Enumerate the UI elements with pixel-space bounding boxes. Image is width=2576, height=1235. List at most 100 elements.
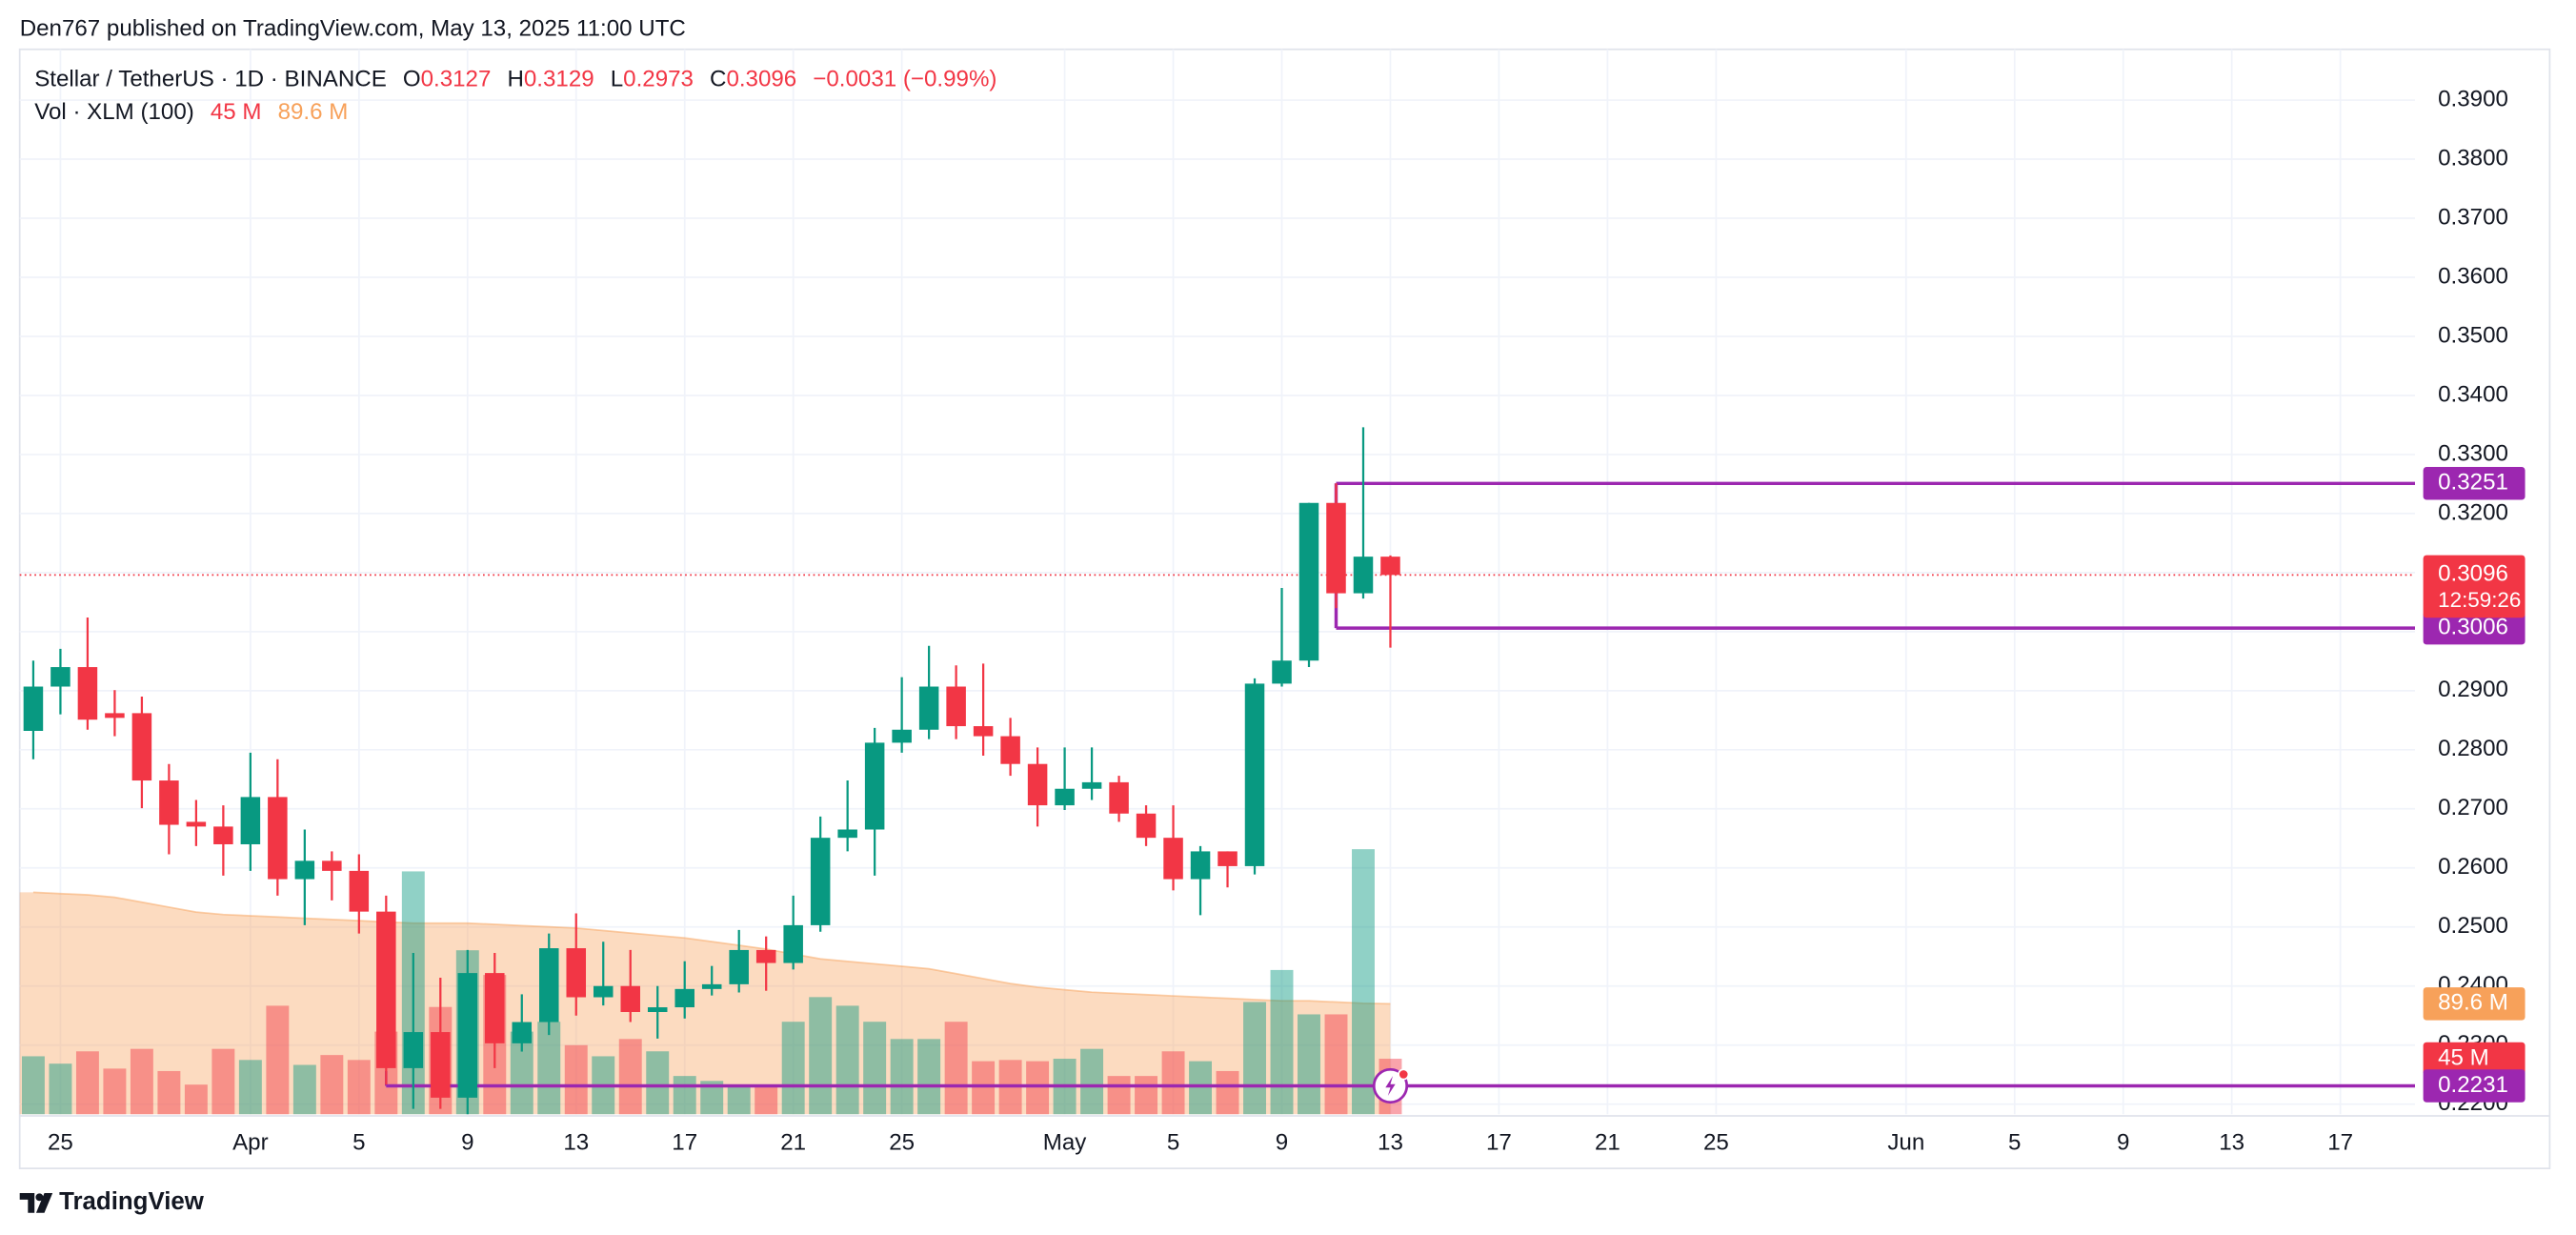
- x-tick-label: 13: [1378, 1130, 1403, 1156]
- badge-label: 45 M: [2438, 1044, 2489, 1070]
- legend-value: 0.3129: [524, 67, 594, 92]
- x-tick-label: 25: [1703, 1130, 1729, 1156]
- candle-body: [1000, 736, 1020, 764]
- candle-body: [1055, 788, 1075, 806]
- price-badge: [2423, 1042, 2526, 1076]
- candle-body: [403, 1032, 424, 1068]
- volume-bar: [1243, 1002, 1266, 1115]
- candle-body: [1380, 557, 1400, 576]
- candle-body: [485, 973, 505, 1043]
- candle-body: [1081, 781, 1102, 789]
- volume-bar: [727, 1084, 751, 1115]
- volume-bar: [292, 1064, 316, 1115]
- x-tick-label: 17: [672, 1130, 697, 1156]
- x-tick-label: 5: [352, 1130, 365, 1156]
- x-tick-label: 9: [461, 1130, 473, 1156]
- x-tick-label: 17: [2327, 1130, 2353, 1156]
- y-tick-label: 0.3400: [2438, 381, 2508, 407]
- badge-label: 0.3006: [2438, 615, 2508, 640]
- price-badge: [2423, 611, 2526, 645]
- volume-bar: [972, 1061, 996, 1115]
- alert-dot: [1398, 1068, 1410, 1081]
- candle-body: [701, 983, 722, 989]
- volume-bar: [1324, 1014, 1348, 1115]
- symbol: Stellar / TetherUS · 1D · BINANCE: [34, 67, 387, 92]
- candle-body: [1027, 763, 1048, 806]
- candle-body: [864, 742, 885, 830]
- candle-body: [1163, 838, 1183, 880]
- y-tick-label: 0.3600: [2438, 263, 2508, 289]
- candle-body: [1218, 851, 1238, 866]
- price-badge: [2423, 987, 2526, 1021]
- x-tick-label: 21: [780, 1130, 806, 1156]
- candle-body: [539, 948, 559, 1022]
- volume-bar: [537, 1022, 561, 1115]
- candle-body: [376, 911, 396, 1068]
- candle-body: [294, 860, 315, 880]
- volume-bar: [49, 1063, 72, 1115]
- candle-body: [268, 797, 288, 880]
- y-tick-label: 0.3500: [2438, 322, 2508, 348]
- frame: [18, 48, 2551, 1169]
- legend-key: C: [710, 67, 726, 92]
- volume-bar: [618, 1039, 642, 1115]
- volume-bar: [75, 1051, 99, 1115]
- legend-key: O: [403, 67, 421, 92]
- candle-body: [512, 1022, 533, 1043]
- volume-ma-value: 89.6 M: [278, 99, 349, 125]
- volume-bar: [1270, 969, 1294, 1115]
- candle-body: [1244, 683, 1265, 866]
- volume-bar: [347, 1060, 371, 1115]
- volume-bar: [130, 1048, 153, 1115]
- x-tick-label: May: [1043, 1130, 1088, 1156]
- candle-body: [213, 826, 233, 844]
- volume-bar: [211, 1048, 235, 1115]
- candle-body: [593, 985, 614, 998]
- badge-label: 0.3251: [2438, 470, 2508, 496]
- volume-ma-area: [19, 892, 1391, 1115]
- volume-bar: [835, 1005, 859, 1115]
- y-tick-label: 0.3200: [2438, 499, 2508, 525]
- candle-body: [1298, 502, 1319, 661]
- alert-bolt: [1385, 1076, 1396, 1096]
- x-tick-label: Apr: [232, 1130, 269, 1156]
- logo: [19, 1193, 53, 1213]
- y-tick-label: 0.3800: [2438, 145, 2508, 171]
- x-tick-label: Jun: [1887, 1130, 1924, 1156]
- x-tick-label: 17: [1486, 1130, 1512, 1156]
- candle-body: [755, 949, 776, 963]
- volume-bar: [564, 1044, 588, 1115]
- volume-bar: [890, 1039, 914, 1115]
- price-badge: [2423, 555, 2526, 618]
- candle-body: [105, 713, 125, 719]
- candle-body: [159, 780, 179, 825]
- candle-body: [1272, 660, 1292, 684]
- x-tick-label: 9: [1276, 1130, 1288, 1156]
- volume-bar: [673, 1076, 696, 1115]
- badge-label: 89.6 M: [2438, 990, 2508, 1016]
- badge-label: 0.3096: [2438, 561, 2508, 587]
- candle-body: [973, 726, 994, 737]
- legend-line: Stellar / TetherUS · 1D · BINANCE O 0.312…: [34, 67, 996, 92]
- y-tick-label: 0.3300: [2438, 440, 2508, 466]
- y-tick-label: 0.3900: [2438, 86, 2508, 111]
- volume-bar: [157, 1070, 181, 1115]
- volume-bar: [863, 1022, 887, 1115]
- candle-body: [946, 686, 966, 727]
- candle-body: [566, 948, 587, 998]
- volume-bar: [700, 1081, 724, 1115]
- x-tick-label: 13: [2219, 1130, 2244, 1156]
- x-tick-label: 21: [1595, 1130, 1620, 1156]
- candle-body: [131, 713, 152, 781]
- volume-bar: [184, 1084, 208, 1115]
- brand: TradingView: [59, 1188, 205, 1215]
- y-tick-label: 0.3700: [2438, 204, 2508, 230]
- volume-bar: [266, 1005, 290, 1115]
- x-tick-label: 25: [48, 1130, 73, 1156]
- candle-body: [810, 838, 831, 925]
- volume-bar: [1107, 1076, 1131, 1115]
- legend-value: 0.2973: [623, 67, 694, 92]
